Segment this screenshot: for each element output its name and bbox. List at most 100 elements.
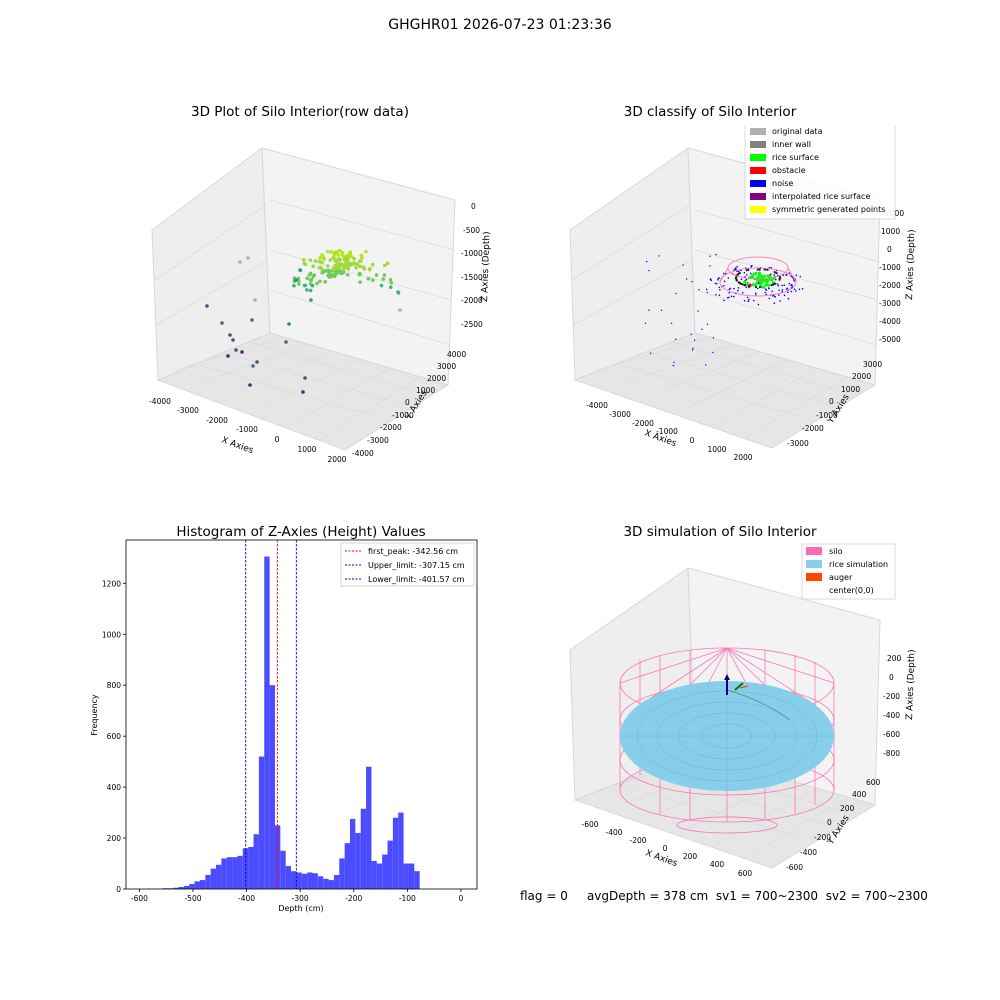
data-point	[337, 268, 342, 273]
x-tick: -1000	[236, 425, 258, 434]
y-tick: -3000	[367, 436, 389, 445]
noise-point	[746, 274, 748, 276]
y-tick-label: 0	[116, 885, 121, 894]
histogram-bar	[178, 886, 184, 889]
noise-point	[658, 255, 660, 257]
inner-wall-point	[747, 268, 750, 272]
histogram-y-ticks: 0 200 400 600 800 1000 1200	[102, 579, 126, 894]
z-tick: -400	[883, 711, 900, 720]
data-point	[320, 267, 324, 271]
sv1-value: sv1 = 700~2300	[715, 889, 819, 903]
legend-label: original data	[772, 127, 823, 136]
noise-point	[734, 267, 737, 270]
x-tick: -4000	[149, 397, 171, 406]
histogram-bar	[226, 857, 233, 889]
data-point	[315, 281, 319, 286]
classify-legend: original data inner wall rice surface ob…	[744, 125, 896, 220]
noise-point	[697, 310, 699, 312]
histogram-bar	[264, 556, 270, 889]
data-point	[311, 264, 316, 269]
histogram-bar	[317, 876, 324, 889]
histogram-bar	[349, 818, 356, 889]
data-point	[333, 259, 338, 263]
inner-wall-point	[738, 271, 741, 275]
data-point	[329, 250, 334, 254]
data-point	[238, 260, 242, 264]
z-tick: -2000	[461, 296, 483, 305]
noise-point	[675, 338, 677, 340]
noise-point	[779, 300, 782, 302]
x-tick: 400	[710, 860, 725, 869]
data-point	[297, 282, 301, 286]
data-point	[318, 255, 322, 260]
histogram-chart: -600 -500 -400 -300 -200 -100 0 0 200 400 600 800 1…	[90, 539, 478, 913]
data-point	[388, 285, 393, 289]
rice-surface-point	[757, 271, 761, 275]
data-point	[240, 350, 244, 354]
data-point	[335, 264, 340, 268]
x-tick-label: 0	[459, 894, 464, 903]
histogram-bar	[371, 860, 377, 889]
data-point	[396, 290, 400, 294]
data-point	[308, 288, 313, 293]
legend-label: noise	[772, 179, 793, 188]
data-point	[301, 258, 306, 262]
noise-point	[672, 364, 675, 367]
x-tick-label: -400	[238, 894, 255, 903]
histogram-bar	[414, 871, 420, 889]
y-tick-label: 1200	[102, 579, 121, 588]
data-point	[328, 258, 333, 262]
noise-point	[682, 264, 684, 266]
x-tick-label: -300	[292, 894, 309, 903]
z-tick: -1000	[879, 263, 901, 272]
x-tick-label: -100	[399, 894, 416, 903]
y-tick: -3000	[787, 439, 809, 448]
noise-point	[750, 266, 753, 268]
histogram-x-ticks: -600 -500 -400 -300 -200 -100 0	[131, 889, 464, 903]
noise-point	[722, 272, 725, 275]
data-point	[348, 251, 352, 255]
data-point	[358, 272, 363, 276]
data-point	[344, 256, 349, 260]
histogram-bar	[199, 880, 206, 889]
noise-point	[692, 347, 694, 350]
data-point	[330, 272, 334, 277]
histogram-bar	[291, 871, 297, 889]
noise-point	[736, 265, 739, 268]
data-point	[311, 274, 316, 279]
histogram-bar	[232, 857, 238, 889]
y-tick: 1000	[416, 386, 435, 395]
legend-swatch	[750, 128, 766, 135]
data-point	[205, 304, 209, 308]
rice-surface-point	[751, 283, 755, 287]
data-point	[342, 254, 346, 258]
noise-point	[765, 289, 768, 291]
noise-point	[783, 294, 786, 297]
data-point	[349, 254, 354, 259]
rice-surface-point	[745, 282, 749, 286]
histogram-bar	[301, 873, 308, 889]
y-tick: 2000	[427, 374, 446, 383]
noise-point	[765, 293, 767, 296]
data-point	[318, 279, 322, 284]
histogram-bar	[205, 874, 211, 889]
data-point	[323, 279, 328, 284]
histogram-bar	[333, 874, 340, 889]
data-point	[341, 267, 346, 271]
noise-point	[771, 290, 774, 293]
legend-swatch	[806, 547, 822, 555]
noise-point	[746, 296, 749, 299]
noise-point	[644, 322, 647, 324]
legend-swatch	[750, 193, 766, 200]
data-point	[345, 272, 350, 277]
noise-point	[660, 309, 663, 312]
noise-point	[704, 364, 707, 366]
data-point	[284, 340, 288, 344]
noise-point	[737, 270, 740, 273]
noise-point	[685, 278, 688, 280]
data-point	[358, 264, 362, 269]
noise-point	[673, 361, 675, 364]
data-point	[309, 277, 314, 282]
data-point	[381, 277, 386, 281]
histogram-bar	[376, 863, 383, 889]
